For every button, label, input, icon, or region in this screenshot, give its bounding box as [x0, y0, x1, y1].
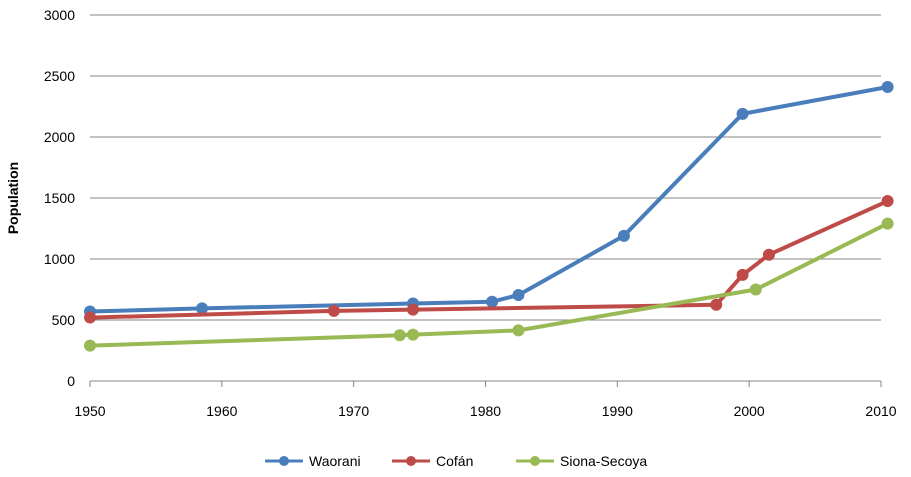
data-point-siona-secoya	[84, 339, 96, 352]
x-tick-label: 1980	[470, 403, 501, 419]
y-tick-label: 500	[52, 312, 76, 328]
x-tick-label: 1990	[602, 403, 633, 419]
legend-item-cof-n: Cofán	[392, 453, 473, 469]
series-siona-secoya	[84, 217, 894, 352]
data-point-waorani	[196, 302, 209, 315]
legend: Waorani Cofán Siona-Secoya	[265, 453, 647, 469]
data-point-waorani	[617, 229, 630, 242]
y-tick-label: 1500	[44, 190, 75, 206]
legend-label: Waorani	[309, 453, 361, 469]
x-tick-label: 1970	[338, 403, 369, 419]
series-line-siona-secoya	[88, 221, 890, 348]
y-tick-label: 2000	[44, 129, 75, 145]
data-point-siona-secoya	[406, 328, 419, 341]
data-point-siona-secoya	[749, 283, 762, 296]
data-point-waorani	[512, 288, 525, 301]
legend-item-waorani: Waorani	[265, 453, 361, 469]
x-tick-label: 2010	[865, 403, 896, 419]
legend-swatch-marker	[279, 456, 289, 466]
x-axis-ticks: 1950 1960 1970 1980 1990 2000 2010	[74, 381, 897, 419]
series-cof-n	[84, 195, 894, 324]
y-tick-label: 1000	[44, 251, 75, 267]
data-point-cof-n	[881, 195, 894, 208]
data-point-waorani	[736, 107, 749, 120]
legend-item-siona-secoya: Siona-Secoya	[516, 453, 647, 469]
data-point-cof-n	[406, 303, 419, 316]
data-point-siona-secoya	[881, 217, 894, 230]
data-point-cof-n	[327, 304, 340, 317]
y-tick-label: 3000	[44, 7, 75, 23]
y-axis-title: Population	[5, 162, 21, 234]
data-point-waorani	[486, 295, 499, 308]
series-group	[84, 80, 894, 352]
series-line-waorani	[88, 85, 890, 314]
data-point-siona-secoya	[512, 324, 525, 337]
legend-label: Cofán	[436, 453, 473, 469]
y-axis-ticks: 0 500 1000 1500 2000 2500 3000	[44, 7, 75, 389]
legend-label: Siona-Secoya	[560, 453, 647, 469]
x-tick-label: 2000	[734, 403, 765, 419]
data-point-cof-n	[762, 248, 775, 261]
x-tick-label: 1960	[206, 403, 237, 419]
y-tick-label: 0	[67, 373, 75, 389]
legend-swatch-marker	[406, 456, 416, 466]
data-point-cof-n	[710, 298, 723, 311]
data-point-waorani	[881, 80, 894, 93]
x-tick-label: 1950	[74, 403, 105, 419]
data-point-siona-secoya	[393, 329, 406, 342]
y-tick-label: 2500	[44, 68, 75, 84]
gridlines	[90, 14, 881, 321]
legend-swatch-marker	[530, 456, 540, 466]
data-point-cof-n	[736, 268, 749, 281]
data-point-cof-n	[84, 311, 96, 324]
